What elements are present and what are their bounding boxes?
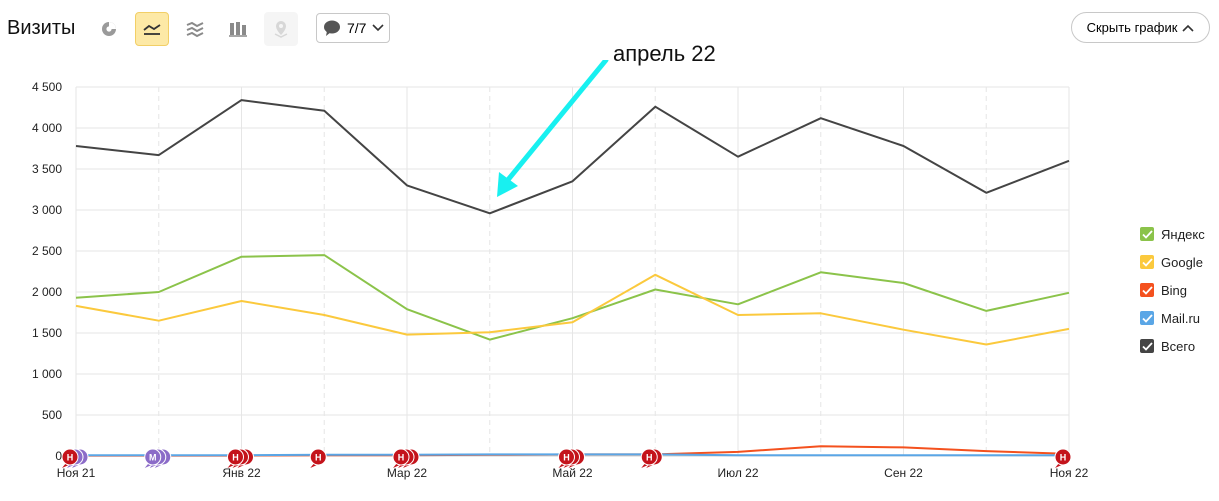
legend-item[interactable]: Всего [1140,332,1205,360]
event-marker[interactable]: Н [1054,448,1072,468]
x-tick-label: Ноя 22 [1050,466,1089,480]
event-marker[interactable]: Н [558,448,575,468]
y-axis-ticks: 0 500 1 000 1 500 2 000 2 500 3 000 3 500 4 000 4… [32,80,62,463]
event-marker[interactable]: Н [227,448,244,468]
event-marker-letter: Н [67,453,74,463]
legend-item[interactable]: Mail.ru [1140,304,1205,332]
area-chart-tool[interactable] [178,12,212,46]
area-chart-icon [186,21,204,38]
chevron-down-icon [372,24,385,32]
page-title: Визиты [7,17,76,39]
event-marker-letter: Н [232,453,239,463]
speech-bubble-icon [324,20,340,36]
legend-item[interactable]: Google [1140,248,1205,276]
series-line-Яндекс [75,254,1070,341]
bar-chart-icon [229,22,247,37]
legend-label: Всего [1161,338,1196,354]
legend-label: Яндекс [1161,226,1205,242]
dropdown-value: 7/7 [347,20,367,36]
arrow-head [497,172,518,197]
checkbox-icon[interactable] [1140,283,1154,297]
x-tick-label: Сен 22 [884,466,923,480]
event-marker-letter: Н [398,453,405,463]
legend-item[interactable]: Bing [1140,276,1205,304]
event-marker[interactable]: Н [392,448,410,468]
hide-chart-label: Скрыть график [1086,20,1178,35]
chart-header: Визиты [0,0,1219,60]
x-axis-ticks: Ноя 21 Янв 22 Мар 22 Май 22 Июл 22 Сен 22 Ноя … [57,466,1089,480]
map-pin-icon [274,21,288,38]
grid [75,86,1070,457]
event-marker[interactable]: Н [309,448,327,468]
series-line-Всего [75,99,1070,215]
legend-label: Mail.ru [1161,310,1201,326]
visits-line-chart: 0 500 1 000 1 500 2 000 2 500 3 000 3 500 4 000 4… [32,60,1089,480]
y-tick-label: 500 [42,408,62,422]
annotation-text: апрель 22 [613,41,716,66]
chart-legend: Яндекс Google Bing Mail.ru Всего [1140,220,1205,360]
legend-label: Bing [1161,282,1188,298]
bar-chart-tool[interactable] [221,12,255,46]
x-tick-label: Ноя 21 [57,466,96,480]
y-tick-label: 3 000 [32,203,62,217]
y-tick-label: 0 [55,449,62,463]
y-tick-label: 1 500 [32,326,62,340]
y-tick-label: 2 500 [32,244,62,258]
line-chart-tool[interactable] [135,12,169,46]
pie-chart-icon [102,22,116,36]
map-tool[interactable] [264,12,298,46]
x-tick-label: Май 22 [552,466,593,480]
checkbox-icon[interactable] [1140,227,1154,241]
checkbox-icon[interactable] [1140,311,1154,325]
event-marker[interactable]: Н [640,448,658,468]
event-marker-letter: Н [315,453,322,463]
x-tick-label: Мар 22 [387,466,427,480]
series-line-Google [75,273,1070,346]
annotation-arrow [497,60,609,197]
legend-label: Google [1161,254,1203,270]
y-tick-label: 1 000 [32,367,62,381]
checkbox-icon[interactable] [1140,339,1154,353]
legend-item[interactable]: Яндекс [1140,220,1205,248]
y-tick-label: 3 500 [32,162,62,176]
event-marker[interactable]: Н [61,448,79,468]
event-marker-letter: Н [1060,453,1067,463]
checkbox-icon[interactable] [1140,255,1154,269]
arrow-shaft [504,60,609,184]
annotations-dropdown[interactable]: 7/7 [316,13,390,43]
event-marker-letter: М [149,453,157,463]
event-marker-letter: Н [563,453,570,463]
y-tick-label: 2 000 [32,285,62,299]
x-tick-label: Янв 22 [222,466,261,480]
y-tick-label: 4 000 [32,121,62,135]
event-marker[interactable]: М [144,448,162,468]
hide-chart-button[interactable]: Скрыть график [1071,12,1210,43]
chevron-up-icon [1182,24,1194,32]
y-tick-label: 4 500 [32,80,62,94]
pie-chart-tool[interactable] [92,12,126,46]
line-chart-icon [143,24,161,35]
event-marker-letter: Н [646,453,653,463]
x-tick-label: Июл 22 [717,466,758,480]
